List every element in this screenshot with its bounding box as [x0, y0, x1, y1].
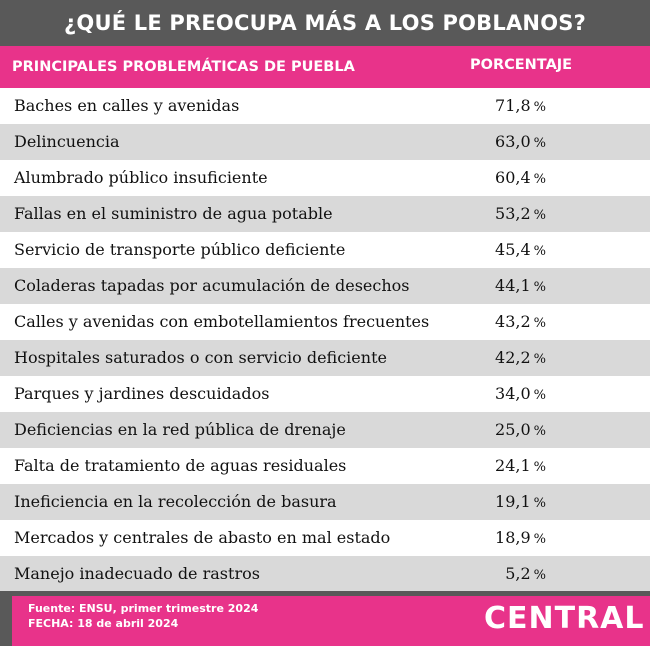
row-value-unit: %: [533, 460, 546, 475]
row-value-number: 53,2: [495, 204, 531, 223]
row-value-unit: %: [533, 136, 546, 151]
row-value: 44,1%: [480, 276, 546, 295]
row-value-unit: %: [533, 172, 546, 187]
row-value-unit: %: [533, 208, 546, 223]
row-value-unit: %: [533, 280, 546, 295]
row-label: Parques y jardines descuidados: [14, 384, 270, 403]
row-label: Hospitales saturados o con servicio defi…: [14, 348, 387, 367]
row-value: 24,1%: [480, 456, 546, 475]
table-row: Delincuencia 63,0%: [0, 124, 650, 160]
row-label: Deficiencias en la red pública de drenaj…: [14, 420, 346, 439]
row-value-number: 19,1: [495, 492, 531, 511]
title-bar: ¿QUÉ LE PREOCUPA MÁS A LOS POBLANOS?: [0, 0, 650, 46]
row-value: 34,0%: [480, 384, 546, 403]
row-value: 19,1%: [480, 492, 546, 511]
row-value: 42,2%: [480, 348, 546, 367]
table-row: Fallas en el suministro de agua potable 5…: [0, 196, 650, 232]
row-value: 43,2%: [480, 312, 546, 331]
row-value-number: 18,9: [495, 528, 531, 547]
row-label: Baches en calles y avenidas: [14, 96, 240, 115]
table-row: Servicio de transporte público deficient…: [0, 232, 650, 268]
row-label: Alumbrado público insuficiente: [14, 168, 268, 187]
row-value: 45,4%: [480, 240, 546, 259]
row-value: 18,9%: [480, 528, 546, 547]
row-value-number: 34,0: [495, 384, 531, 403]
table-row: Ineficiencia en la recolección de basura…: [0, 484, 650, 520]
column-header-percent: PORCENTAJE: [470, 57, 573, 73]
table-row: Alumbrado público insuficiente 60,4%: [0, 160, 650, 196]
row-value-number: 5,2: [505, 564, 531, 583]
row-value-number: 60,4: [495, 168, 531, 187]
row-value: 53,2%: [480, 204, 546, 223]
table-row: Manejo inadecuado de rastros 5,2%: [0, 556, 650, 592]
row-value-number: 25,0: [495, 420, 531, 439]
source-note: Fuente: ENSU, primer trimestre 2024: [28, 602, 259, 615]
central-logo: CENTRAL: [484, 601, 645, 636]
table-row: Baches en calles y avenidas 71,8%: [0, 88, 650, 124]
row-value-unit: %: [533, 244, 546, 259]
row-value-number: 42,2: [495, 348, 531, 367]
table-body: Baches en calles y avenidas 71,8% Delincue…: [0, 88, 650, 592]
row-value: 60,4%: [480, 168, 546, 187]
row-value: 5,2%: [480, 564, 546, 583]
row-value: 63,0%: [480, 132, 546, 151]
row-value-number: 63,0: [495, 132, 531, 151]
table-row: Falta de tratamiento de aguas residuales…: [0, 448, 650, 484]
row-label: Delincuencia: [14, 132, 120, 151]
row-value-unit: %: [533, 568, 546, 583]
row-value-number: 71,8: [495, 96, 531, 115]
footer: Fuente: ENSU, primer trimestre 2024 FECH…: [0, 591, 650, 646]
page-title: ¿QUÉ LE PREOCUPA MÁS A LOS POBLANOS?: [64, 11, 586, 35]
table-row: Calles y avenidas con embotellamientos f…: [0, 304, 650, 340]
row-label: Mercados y centrales de abasto en mal es…: [14, 528, 391, 547]
table-row: Hospitales saturados o con servicio defi…: [0, 340, 650, 376]
column-header-problem: PRINCIPALES PROBLEMÁTICAS DE PUEBLA: [12, 59, 355, 75]
table-header: PRINCIPALES PROBLEMÁTICAS DE PUEBLA PORC…: [0, 46, 650, 88]
row-value-unit: %: [533, 316, 546, 331]
table-row: Parques y jardines descuidados 34,0%: [0, 376, 650, 412]
row-label: Calles y avenidas con embotellamientos f…: [14, 312, 430, 331]
row-value-unit: %: [533, 496, 546, 511]
date-note: FECHA: 18 de abril 2024: [28, 617, 179, 630]
row-value-unit: %: [533, 388, 546, 403]
row-label: Falta de tratamiento de aguas residuales: [14, 456, 347, 475]
row-value: 71,8%: [480, 96, 546, 115]
row-value-number: 24,1: [495, 456, 531, 475]
row-value-number: 44,1: [495, 276, 531, 295]
footer-band: [12, 596, 650, 646]
row-label: Coladeras tapadas por acumulación de des…: [14, 276, 410, 295]
row-value: 25,0%: [480, 420, 546, 439]
table-row: Mercados y centrales de abasto en mal es…: [0, 520, 650, 556]
row-label: Fallas en el suministro de agua potable: [14, 204, 333, 223]
row-value-unit: %: [533, 352, 546, 367]
table-row: Deficiencias en la red pública de drenaj…: [0, 412, 650, 448]
row-value-unit: %: [533, 532, 546, 547]
row-value-number: 43,2: [495, 312, 531, 331]
row-label: Servicio de transporte público deficient…: [14, 240, 346, 259]
row-value-unit: %: [533, 100, 546, 115]
row-value-number: 45,4: [495, 240, 531, 259]
row-label: Ineficiencia en la recolección de basura: [14, 492, 337, 511]
table-row: Coladeras tapadas por acumulación de des…: [0, 268, 650, 304]
row-value-unit: %: [533, 424, 546, 439]
row-label: Manejo inadecuado de rastros: [14, 564, 260, 583]
